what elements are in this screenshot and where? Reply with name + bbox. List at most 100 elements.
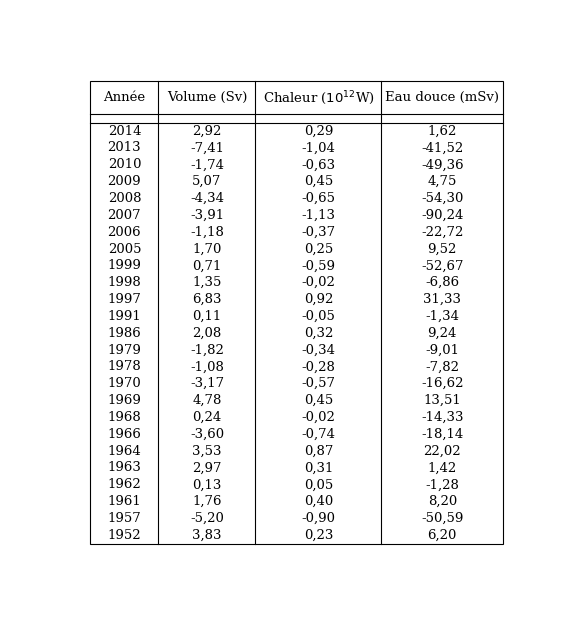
Text: -16,62: -16,62	[421, 377, 464, 390]
Text: Année: Année	[103, 92, 145, 105]
Text: 0,31: 0,31	[304, 462, 333, 475]
Text: 0,87: 0,87	[304, 444, 333, 457]
Text: -41,52: -41,52	[421, 142, 463, 155]
Text: 4,75: 4,75	[427, 175, 457, 188]
Text: 13,51: 13,51	[423, 394, 461, 407]
Text: 1,76: 1,76	[192, 495, 222, 508]
Text: 0,45: 0,45	[304, 175, 333, 188]
Text: 0,11: 0,11	[192, 310, 222, 323]
Text: -5,20: -5,20	[190, 512, 224, 525]
Text: 1986: 1986	[108, 327, 141, 340]
Text: 2008: 2008	[108, 192, 141, 205]
Text: -0,57: -0,57	[302, 377, 335, 390]
Text: 1962: 1962	[108, 478, 141, 491]
Text: 2005: 2005	[108, 243, 141, 256]
Text: 1979: 1979	[108, 344, 141, 357]
Text: 1997: 1997	[108, 293, 141, 306]
Text: 1963: 1963	[108, 462, 141, 475]
Text: -52,67: -52,67	[421, 259, 464, 272]
Text: -1,08: -1,08	[190, 360, 224, 373]
Text: 0,45: 0,45	[304, 394, 333, 407]
Text: 1999: 1999	[108, 259, 141, 272]
Text: -0,74: -0,74	[302, 428, 335, 441]
Text: 0,92: 0,92	[304, 293, 333, 306]
Text: -4,34: -4,34	[190, 192, 224, 205]
Text: -3,91: -3,91	[190, 209, 224, 222]
Text: 0,29: 0,29	[304, 124, 333, 137]
Text: 31,33: 31,33	[423, 293, 461, 306]
Text: 2014: 2014	[108, 124, 141, 137]
Text: 2,92: 2,92	[192, 124, 222, 137]
Text: 3,53: 3,53	[192, 444, 222, 457]
Text: 2,08: 2,08	[192, 327, 222, 340]
Text: -14,33: -14,33	[421, 411, 464, 424]
Text: -50,59: -50,59	[421, 512, 463, 525]
Text: -0,28: -0,28	[302, 360, 335, 373]
Text: -54,30: -54,30	[421, 192, 463, 205]
Text: -0,90: -0,90	[302, 512, 335, 525]
Text: -3,60: -3,60	[190, 428, 224, 441]
Text: 2006: 2006	[108, 226, 141, 239]
Text: 5,07: 5,07	[192, 175, 222, 188]
Text: 0,40: 0,40	[304, 495, 333, 508]
Text: 2007: 2007	[108, 209, 141, 222]
Text: -3,17: -3,17	[190, 377, 224, 390]
Text: 1970: 1970	[108, 377, 141, 390]
Text: 0,24: 0,24	[192, 411, 222, 424]
Text: 1,70: 1,70	[192, 243, 222, 256]
Text: 1961: 1961	[108, 495, 141, 508]
Text: Eau douce (mSv): Eau douce (mSv)	[385, 92, 499, 105]
Text: -9,01: -9,01	[425, 344, 459, 357]
Text: -0,02: -0,02	[302, 276, 335, 289]
Text: 2010: 2010	[108, 158, 141, 171]
Text: -1,34: -1,34	[425, 310, 459, 323]
Text: -0,65: -0,65	[302, 192, 335, 205]
Text: 4,78: 4,78	[192, 394, 222, 407]
Text: 1964: 1964	[108, 444, 141, 457]
Text: Volume (Sv): Volume (Sv)	[167, 92, 247, 105]
Text: -1,82: -1,82	[190, 344, 224, 357]
Text: -0,02: -0,02	[302, 411, 335, 424]
Text: -49,36: -49,36	[421, 158, 464, 171]
Text: -22,72: -22,72	[421, 226, 463, 239]
Text: -18,14: -18,14	[421, 428, 463, 441]
Text: -7,41: -7,41	[190, 142, 224, 155]
Text: 1,62: 1,62	[427, 124, 457, 137]
Text: 22,02: 22,02	[423, 444, 461, 457]
Text: -1,04: -1,04	[302, 142, 335, 155]
Text: -0,63: -0,63	[301, 158, 335, 171]
Text: 2009: 2009	[108, 175, 141, 188]
Text: -0,34: -0,34	[302, 344, 335, 357]
Text: -0,05: -0,05	[302, 310, 335, 323]
Text: -1,74: -1,74	[190, 158, 224, 171]
Text: 1952: 1952	[108, 529, 141, 542]
Text: -0,59: -0,59	[302, 259, 335, 272]
Text: 9,52: 9,52	[427, 243, 457, 256]
Text: 1998: 1998	[108, 276, 141, 289]
Text: -1,18: -1,18	[190, 226, 224, 239]
Text: 6,20: 6,20	[427, 529, 457, 542]
Text: -0,37: -0,37	[301, 226, 335, 239]
Text: -6,86: -6,86	[425, 276, 459, 289]
Text: 1,42: 1,42	[428, 462, 457, 475]
Text: 3,83: 3,83	[192, 529, 222, 542]
Text: -1,28: -1,28	[426, 478, 459, 491]
Text: 0,05: 0,05	[304, 478, 333, 491]
Text: 1,35: 1,35	[192, 276, 222, 289]
Text: 0,32: 0,32	[304, 327, 333, 340]
Text: 8,20: 8,20	[428, 495, 457, 508]
Text: 0,13: 0,13	[192, 478, 222, 491]
Text: -1,13: -1,13	[302, 209, 335, 222]
Text: 1957: 1957	[108, 512, 141, 525]
Text: 2,97: 2,97	[192, 462, 222, 475]
Text: 9,24: 9,24	[427, 327, 457, 340]
Text: 1966: 1966	[108, 428, 141, 441]
Text: 0,71: 0,71	[192, 259, 222, 272]
Text: 6,83: 6,83	[192, 293, 222, 306]
Text: 2013: 2013	[108, 142, 141, 155]
Text: Chaleur ($10^{12}$W): Chaleur ($10^{12}$W)	[262, 89, 374, 107]
Text: 1991: 1991	[108, 310, 141, 323]
Text: 1978: 1978	[108, 360, 141, 373]
Text: 0,23: 0,23	[304, 529, 333, 542]
Text: 1969: 1969	[108, 394, 141, 407]
